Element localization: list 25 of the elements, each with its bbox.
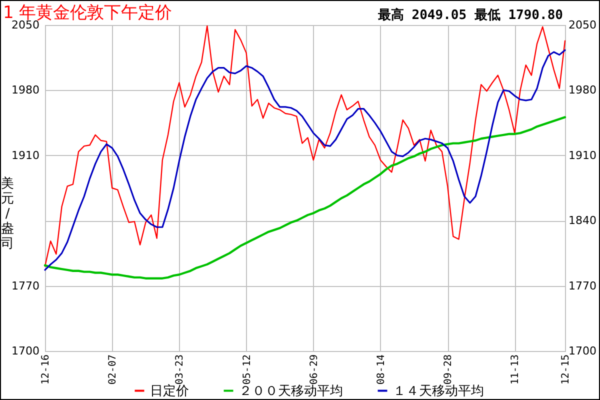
y2-tick-label: 1910: [568, 148, 596, 162]
legend-label: 日定价: [150, 384, 189, 399]
y-axis-title: 美元/盎司: [1, 176, 14, 252]
x-tick-label: 03-23: [174, 354, 186, 385]
line-series: [44, 116, 566, 280]
x-tick-label: 02-07: [108, 354, 119, 385]
y-tick-label: 1700: [12, 344, 40, 358]
y-tick-label: 1910: [12, 148, 40, 162]
y-tick-label: 1980: [12, 84, 40, 97]
x-tick-label: 09-28: [443, 354, 454, 385]
y2-tick-label: 1700: [568, 344, 596, 358]
y2-tick-label: 1840: [568, 214, 596, 228]
x-tick-label: 12-15: [560, 354, 572, 385]
y-tick-label: 1770: [12, 279, 40, 292]
x-tick-label: 08-14: [376, 354, 387, 385]
x-tick-label: 06-29: [308, 354, 320, 385]
legend-label: １４天移动平均: [393, 384, 484, 399]
x-tick-label: 11-13: [510, 354, 522, 385]
y2-tick-label: 1980: [568, 84, 596, 97]
text: 最高 2049.05 最低 1790.80: [376, 7, 564, 23]
x-tick-label: 05-12: [242, 354, 253, 385]
y2-tick-label: 1770: [568, 279, 596, 292]
x-tick-label: 12-16: [40, 354, 52, 385]
legend-label: ２００天移动平均: [239, 384, 343, 399]
y2-tick-label: 2050: [568, 18, 596, 32]
